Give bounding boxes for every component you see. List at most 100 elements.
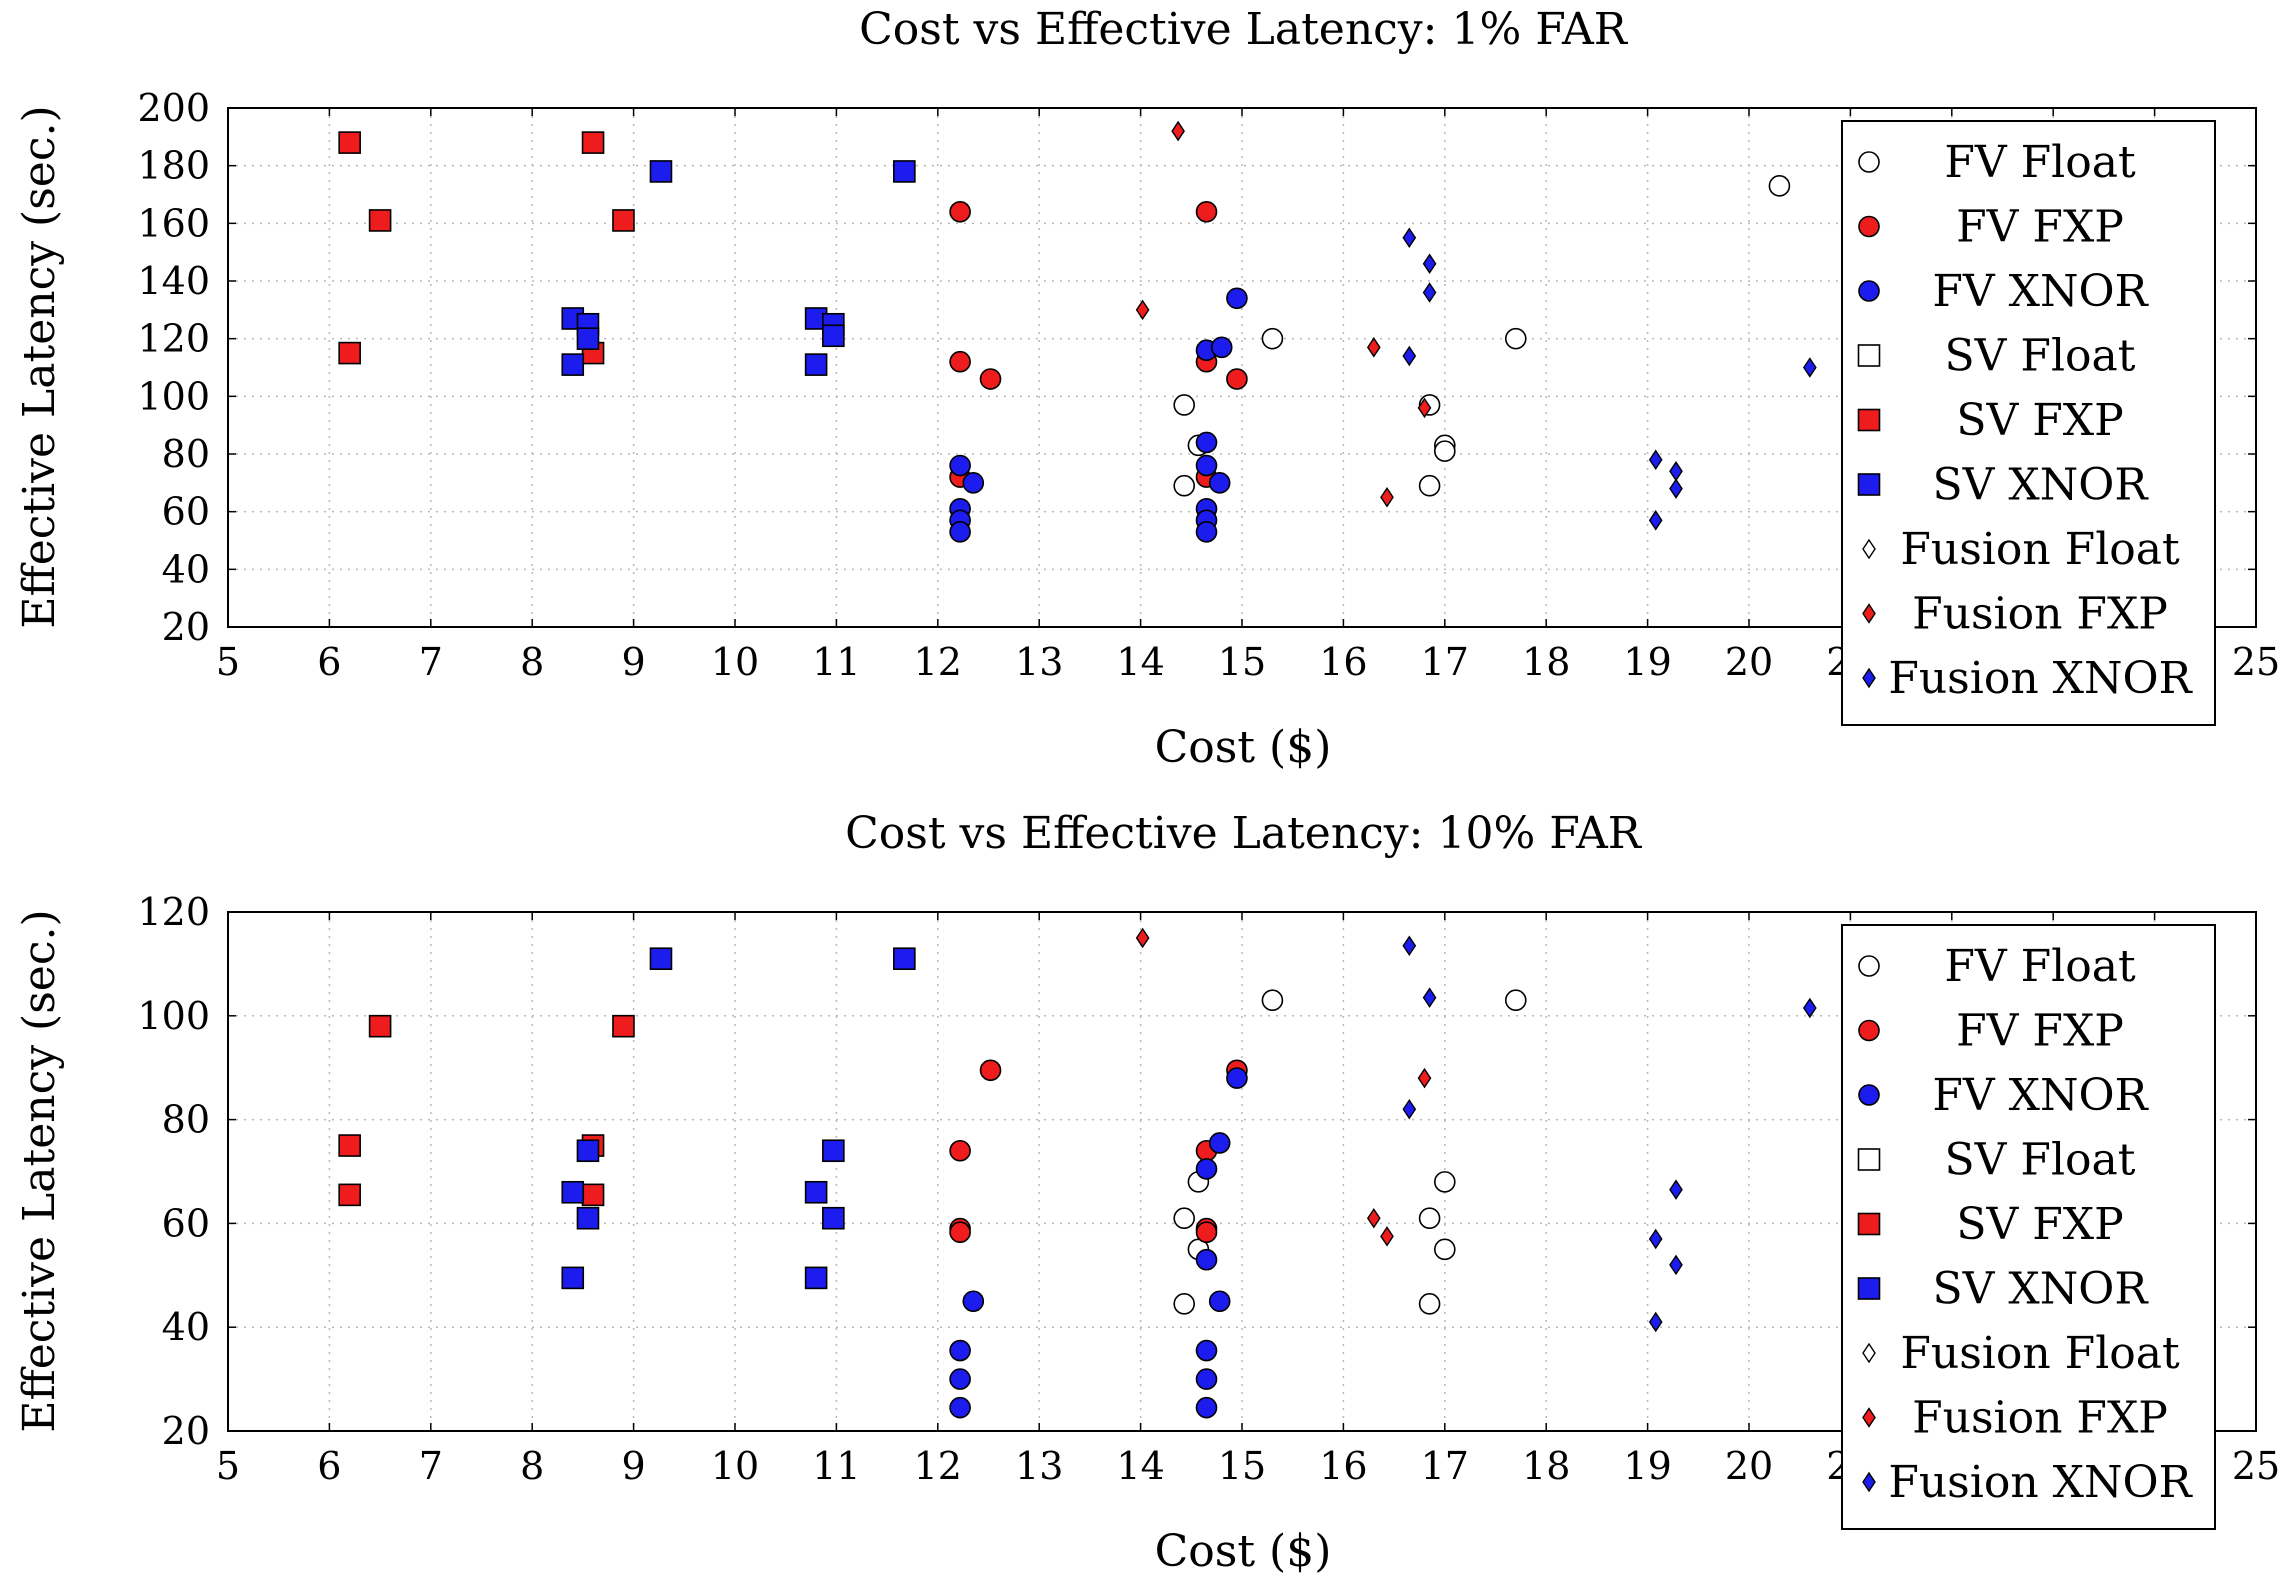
- point-fv-float: [1504, 327, 1527, 350]
- legend-label-sv-float: SV Float: [1945, 331, 2136, 382]
- x-tick-label: 10: [711, 640, 759, 684]
- x-tick-label: 18: [1522, 640, 1570, 684]
- point-fv-float: [1768, 175, 1791, 197]
- y-tick-label: 80: [162, 432, 210, 476]
- x-tick-label: 12: [914, 1444, 962, 1488]
- point-fv-xnor: [1195, 1396, 1218, 1419]
- x-tick-label: 8: [520, 1444, 544, 1488]
- point-fusion-xnor: [1802, 997, 1817, 1019]
- legend-label-fusion-fxp: Fusion FXP: [1912, 1393, 2168, 1444]
- y-tick-label: 40: [162, 1305, 210, 1349]
- legend-marker-sv-fxp: [1857, 408, 1881, 432]
- x-tick-label: 19: [1623, 1444, 1671, 1488]
- chart-title: Cost vs Effective Latency: 1% FAR: [859, 4, 1629, 55]
- legend-box: [1841, 120, 2216, 726]
- y-tick-label: 100: [137, 374, 210, 418]
- point-sv-fxp: [612, 209, 635, 232]
- legend-marker-fusion-xnor: [1862, 667, 1876, 689]
- point-sv-xnor: [893, 160, 916, 183]
- legend-marker-fusion-fxp: [1862, 603, 1876, 624]
- point-fusion-xnor: [1648, 449, 1663, 471]
- point-sv-xnor: [804, 1266, 828, 1290]
- point-fv-fxp: [949, 350, 971, 373]
- point-fv-fxp: [1195, 201, 1218, 223]
- x-tick-label: 19: [1623, 640, 1671, 684]
- point-sv-fxp: [338, 1183, 361, 1207]
- point-fv-xnor: [949, 521, 971, 543]
- point-fv-xnor: [1195, 431, 1218, 454]
- y-tick-label: 60: [162, 1201, 210, 1245]
- point-sv-xnor: [561, 1266, 585, 1290]
- x-tick-label: 12: [914, 640, 962, 684]
- point-fv-float: [1261, 989, 1284, 1012]
- point-sv-fxp: [338, 1134, 361, 1157]
- legend-label-fusion-float: Fusion Float: [1900, 524, 2180, 575]
- point-sv-xnor: [561, 353, 585, 376]
- point-fv-fxp: [979, 1059, 1002, 1082]
- chart-1pct-far: Cost vs Effective Latency: 1% FAR 5 6 7 8 9 1…: [14, 4, 2280, 773]
- y-tick-label: 60: [162, 490, 210, 534]
- point-fv-float: [1434, 440, 1456, 462]
- point-fv-float: [1173, 474, 1196, 497]
- legend-marker-fv-xnor: [1858, 1084, 1880, 1106]
- x-tick-label: 9: [622, 1444, 646, 1488]
- point-fv-xnor: [1226, 287, 1248, 310]
- x-tick-label: 17: [1421, 1444, 1469, 1488]
- point-fv-float: [1418, 1293, 1441, 1315]
- point-fusion-fxp: [1171, 120, 1185, 142]
- y-tick-label: 20: [162, 1409, 210, 1453]
- point-fusion-fxp: [1366, 337, 1381, 358]
- y-axis-label: Effective Latency (sec.): [14, 105, 65, 628]
- legend-label-fusion-fxp: Fusion FXP: [1912, 589, 2168, 640]
- x-tick-label: 11: [812, 640, 860, 684]
- point-fusion-fxp: [1135, 299, 1150, 321]
- point-sv-xnor: [649, 947, 673, 971]
- x-tick-label: 20: [1725, 1444, 1773, 1488]
- point-fv-float: [1173, 394, 1196, 416]
- point-fv-xnor: [1208, 1132, 1231, 1154]
- legend-label-fv-float: FV Float: [1944, 137, 2136, 188]
- point-fv-float: [1261, 327, 1284, 350]
- legend-marker-sv-xnor: [1857, 473, 1881, 496]
- legend-label-sv-fxp: SV FXP: [1956, 1199, 2123, 1250]
- point-fv-xnor: [1226, 1067, 1248, 1089]
- point-fv-fxp: [949, 201, 971, 223]
- point-sv-xnor: [893, 947, 916, 971]
- point-fv-float: [1418, 474, 1441, 497]
- point-fv-xnor: [1195, 1368, 1218, 1390]
- point-fusion-xnor: [1422, 987, 1437, 1008]
- x-tick-label: 9: [622, 640, 646, 684]
- legend: FV Float FV FXP FV XNOR SV Float SV FXP SV XN…: [1841, 120, 2216, 726]
- x-tick-label: 15: [1218, 1444, 1266, 1488]
- point-fusion-fxp: [1380, 1226, 1394, 1247]
- legend-marker-fv-float: [1858, 151, 1880, 173]
- x-axis-label: Cost ($): [1155, 722, 1332, 773]
- x-tick-label: 11: [812, 1444, 860, 1488]
- legend-label-fusion-xnor: Fusion XNOR: [1888, 1457, 2193, 1508]
- point-fusion-xnor: [1422, 282, 1437, 303]
- legend-marker-fusion-xnor: [1862, 1471, 1876, 1493]
- legend-label-fv-float: FV Float: [1944, 941, 2136, 992]
- x-tick-label: 17: [1421, 640, 1469, 684]
- point-sv-xnor: [576, 327, 600, 350]
- legend-label-sv-xnor: SV XNOR: [1933, 1264, 2150, 1315]
- point-fusion-xnor: [1669, 1254, 1683, 1276]
- point-fusion-xnor: [1802, 357, 1817, 378]
- y-axis-label: Effective Latency (sec.): [14, 909, 65, 1432]
- x-tick-label: 16: [1319, 640, 1367, 684]
- legend-marker-sv-fxp: [1857, 1212, 1881, 1236]
- x-tick-label: 13: [1015, 640, 1063, 684]
- point-fusion-xnor: [1402, 227, 1417, 249]
- legend-marker-sv-float: [1857, 344, 1881, 367]
- point-sv-fxp: [368, 1014, 392, 1038]
- point-fusion-fxp: [1135, 927, 1150, 949]
- x-tick-label: 15: [1218, 640, 1266, 684]
- point-fv-xnor: [1195, 1248, 1218, 1271]
- point-sv-xnor: [576, 1206, 600, 1230]
- x-tick-label: 14: [1116, 1444, 1164, 1488]
- point-sv-fxp: [338, 131, 361, 154]
- x-tick-label: 13: [1015, 1444, 1063, 1488]
- point-fusion-fxp: [1366, 1207, 1381, 1229]
- point-fv-float: [1434, 1171, 1456, 1193]
- point-fv-xnor: [1208, 472, 1231, 494]
